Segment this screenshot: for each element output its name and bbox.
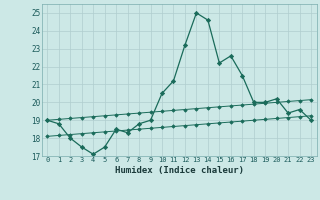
X-axis label: Humidex (Indice chaleur): Humidex (Indice chaleur) xyxy=(115,166,244,175)
